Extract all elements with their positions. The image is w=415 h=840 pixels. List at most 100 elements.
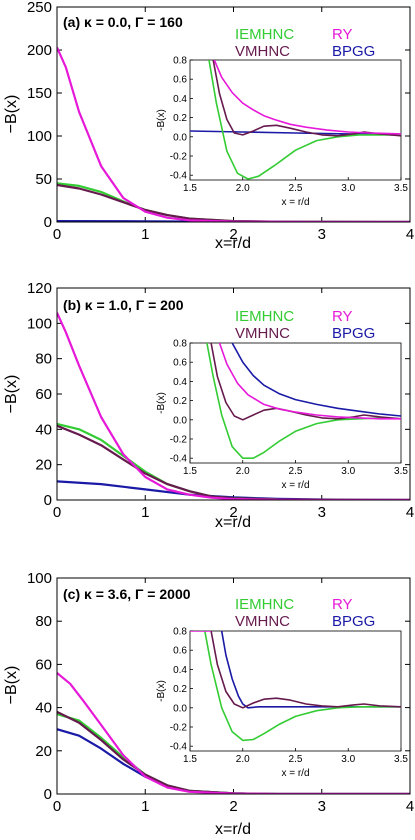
series-line-vmhnc (57, 183, 410, 222)
panel-c-legend: IEMHNC RY VMHNC BPGG (235, 596, 375, 630)
inset-y-tick-label: 0.8 (173, 627, 187, 638)
panel-c-ylabel: −B(x) (3, 666, 20, 705)
y-tick-label: 100 (27, 128, 52, 145)
inset-x-tick-label: 1.5 (183, 754, 197, 765)
panel-a: 0 1 2 3 4 0 50 100 150 200 250 (a) κ = 0.0, Γ = 16… (3, 0, 414, 252)
y-tick-label: 0 (44, 492, 52, 509)
panel-a-title: (a) κ = 0.0, Γ = 160 (63, 14, 183, 30)
y-tick-label: 40 (35, 421, 52, 438)
inset-y-tick-label: 0.4 (173, 94, 187, 105)
inset-y-tick-label: 0.6 (173, 646, 187, 657)
inset-x-tick-label: 3.0 (341, 183, 355, 194)
inset-frame (189, 630, 402, 752)
y-tick-label: 0 (44, 786, 52, 803)
panel-b-inset: 1.5 2.0 2.5 3.0 3.5 -0.4 -0.2 0.0 0.2 0.4 0.6 0.8 x … (156, 339, 408, 492)
inset-x-tick-label: 2.5 (289, 466, 303, 477)
inset-y-tick-label: 0.8 (173, 56, 187, 67)
panel-a-legend: IEMHNC RY VMHNC BPGG (235, 26, 375, 60)
x-tick-label: 4 (406, 504, 414, 521)
inset-series-line-iemhnc (204, 631, 401, 742)
inset-x-tick-label: 2.0 (236, 183, 250, 194)
inset-y-tick-label: 0.2 (173, 684, 187, 695)
inset-x-tick-label: 1.5 (183, 183, 197, 194)
x-tick-label: 0 (53, 798, 61, 815)
inset-x-tick-label: 3.0 (341, 754, 355, 765)
inset-xlabel: x = r/d (281, 768, 309, 779)
inset-y-tick-label: 0.6 (173, 75, 187, 86)
inset-ylabel: -B(x) (156, 680, 167, 702)
inset-x-tick-label: 3.5 (394, 466, 408, 477)
panel-c-series (57, 672, 410, 794)
inset-y-tick-label: 0.0 (173, 703, 187, 714)
inset-y-tick-label: 0.2 (173, 396, 187, 407)
y-tick-label: 20 (35, 743, 52, 760)
inset-y-tick-label: 0.8 (173, 339, 187, 350)
inset-ylabel: -B(x) (156, 109, 167, 131)
inset-y-tick-label: 0.4 (173, 665, 187, 676)
inset-y-tick-label: -0.4 (170, 742, 188, 753)
legend-entry-iemhnc: IEMHNC (235, 596, 294, 613)
y-tick-label: 20 (35, 457, 52, 474)
panel-c-inset: 1.5 2.0 2.5 3.0 3.5 -0.4 -0.2 0.0 0.2 0.4 0.6 0.8 x … (156, 627, 408, 780)
legend-entry-iemhnc: IEMHNC (235, 308, 294, 325)
inset-xlabel: x = r/d (281, 197, 309, 208)
series-line-ry (57, 672, 410, 794)
inset-y-tick-label: -0.2 (170, 723, 188, 734)
legend-entry-iemhnc: IEMHNC (235, 26, 294, 43)
x-tick-label: 4 (406, 226, 414, 243)
panel-a-xlabel: x=r/d (215, 235, 251, 252)
inset-x-tick-label: 2.5 (289, 754, 303, 765)
inset-y-tick-label: 0.0 (173, 132, 187, 143)
y-tick-label: 200 (27, 42, 52, 59)
panel-a-ylabel: −B(x) (3, 95, 20, 134)
y-tick-label: 80 (35, 613, 52, 630)
y-tick-label: 40 (35, 700, 52, 717)
inset-frame (189, 59, 402, 181)
y-tick-label: 60 (35, 386, 52, 403)
y-tick-label: 100 (27, 570, 52, 587)
y-tick-label: 120 (27, 280, 52, 297)
x-tick-label: 3 (318, 504, 326, 521)
inset-y-tick-label: 0.6 (173, 358, 187, 369)
x-tick-label: 0 (53, 504, 61, 521)
inset-series-line-iemhnc (208, 60, 401, 180)
inset-series-line-ry (213, 60, 401, 135)
inset-x-tick-label: 3.5 (394, 754, 408, 765)
legend-entry-bpgg: BPGG (332, 613, 375, 630)
inset-series-line-iemhnc (206, 343, 401, 459)
x-tick-label: 1 (141, 798, 149, 815)
legend-entry-vmhnc: VMHNC (235, 43, 290, 60)
inset-x-tick-label: 2.5 (289, 183, 303, 194)
legend-entry-vmhnc: VMHNC (235, 613, 290, 630)
series-line-iemhnc (57, 182, 410, 222)
legend-entry-ry: RY (332, 308, 353, 325)
x-tick-label: 1 (141, 226, 149, 243)
inset-x-tick-label: 3.5 (394, 183, 408, 194)
panel-c-frame (56, 577, 411, 795)
inset-x-tick-label: 2.0 (236, 466, 250, 477)
inset-y-tick-label: -0.2 (170, 152, 188, 163)
x-tick-label: 4 (406, 798, 414, 815)
series-line-vmhnc (57, 710, 410, 794)
panel-a-frame (56, 6, 411, 223)
inset-series (190, 60, 401, 180)
inset-y-tick-label: -0.2 (170, 435, 188, 446)
inset-series-line-vmhnc (210, 631, 401, 709)
x-tick-label: 3 (318, 226, 326, 243)
inset-series (206, 343, 401, 459)
y-tick-label: 80 (35, 351, 52, 368)
inset-y-tick-label: 0.4 (173, 377, 187, 388)
y-tick-label: 100 (27, 315, 52, 332)
inset-x-tick-label: 2.0 (236, 754, 250, 765)
panel-b-frame (56, 287, 411, 501)
panel-c-title: (c) κ = 3.6, Γ = 2000 (63, 586, 191, 602)
inset-series (190, 631, 401, 742)
inset-frame (189, 342, 402, 464)
inset-series-line-ry (218, 343, 401, 420)
y-tick-label: 60 (35, 656, 52, 673)
x-tick-label: 2 (229, 504, 237, 521)
inset-series-line-bpgg (231, 343, 401, 417)
